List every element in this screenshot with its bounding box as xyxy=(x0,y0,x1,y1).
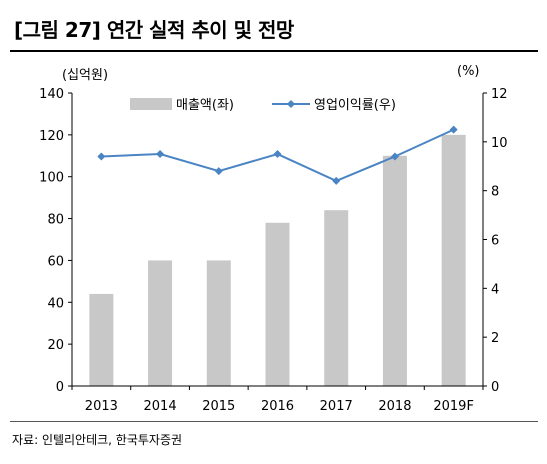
operating-margin-point xyxy=(156,150,165,159)
revenue-bar xyxy=(265,222,290,386)
source-rule xyxy=(10,421,538,422)
left-tick-label: 20 xyxy=(47,338,64,353)
x-tick-label: 2018 xyxy=(378,399,411,414)
title-rule xyxy=(10,50,538,52)
legend-swatch-revenue xyxy=(130,98,172,110)
left-tick-label: 120 xyxy=(39,129,64,144)
left-tick-label: 140 xyxy=(39,87,64,102)
right-tick-label: 8 xyxy=(491,185,499,200)
left-axis-unit: (십억원) xyxy=(62,68,109,83)
x-tick-label: 2016 xyxy=(261,399,294,414)
operating-margin-point xyxy=(390,152,399,161)
operating-margin-point xyxy=(449,125,458,134)
left-tick-label: 100 xyxy=(39,171,64,186)
legend-swatch-margin-marker xyxy=(287,100,295,108)
operating-margin-point xyxy=(332,176,341,185)
legend-label-margin: 영업이익률(우) xyxy=(314,98,396,113)
right-tick-label: 12 xyxy=(491,87,508,102)
revenue-bar xyxy=(148,260,173,386)
left-tick-label: 60 xyxy=(47,254,64,269)
source-note: 자료: 인텔리안테크, 한국투자증권 xyxy=(12,433,183,447)
chart-title: [그림 27] 연간 실적 추이 및 전망 xyxy=(14,18,294,42)
x-tick-label: 2019F xyxy=(433,399,474,414)
operating-margin-point xyxy=(97,152,106,161)
revenue-bar xyxy=(206,260,231,386)
right-tick-label: 4 xyxy=(491,282,499,297)
right-tick-label: 10 xyxy=(491,136,508,151)
left-tick-label: 40 xyxy=(47,296,64,311)
revenue-bar xyxy=(89,293,114,386)
right-tick-label: 0 xyxy=(491,380,499,395)
revenue-bar xyxy=(382,155,407,386)
x-tick-label: 2013 xyxy=(85,399,118,414)
left-tick-label: 80 xyxy=(47,213,64,228)
operating-margin-point xyxy=(273,150,282,159)
right-tick-label: 6 xyxy=(491,234,499,249)
revenue-bar xyxy=(441,134,466,386)
x-tick-label: 2015 xyxy=(202,399,235,414)
left-tick-label: 0 xyxy=(56,380,64,395)
right-tick-label: 2 xyxy=(491,331,499,346)
right-axis-unit: (%) xyxy=(457,64,480,79)
x-tick-label: 2014 xyxy=(144,399,177,414)
legend-label-revenue: 매출액(좌) xyxy=(176,98,234,113)
operating-margin-point xyxy=(214,167,223,176)
x-tick-label: 2017 xyxy=(320,399,353,414)
revenue-bar xyxy=(324,210,349,386)
